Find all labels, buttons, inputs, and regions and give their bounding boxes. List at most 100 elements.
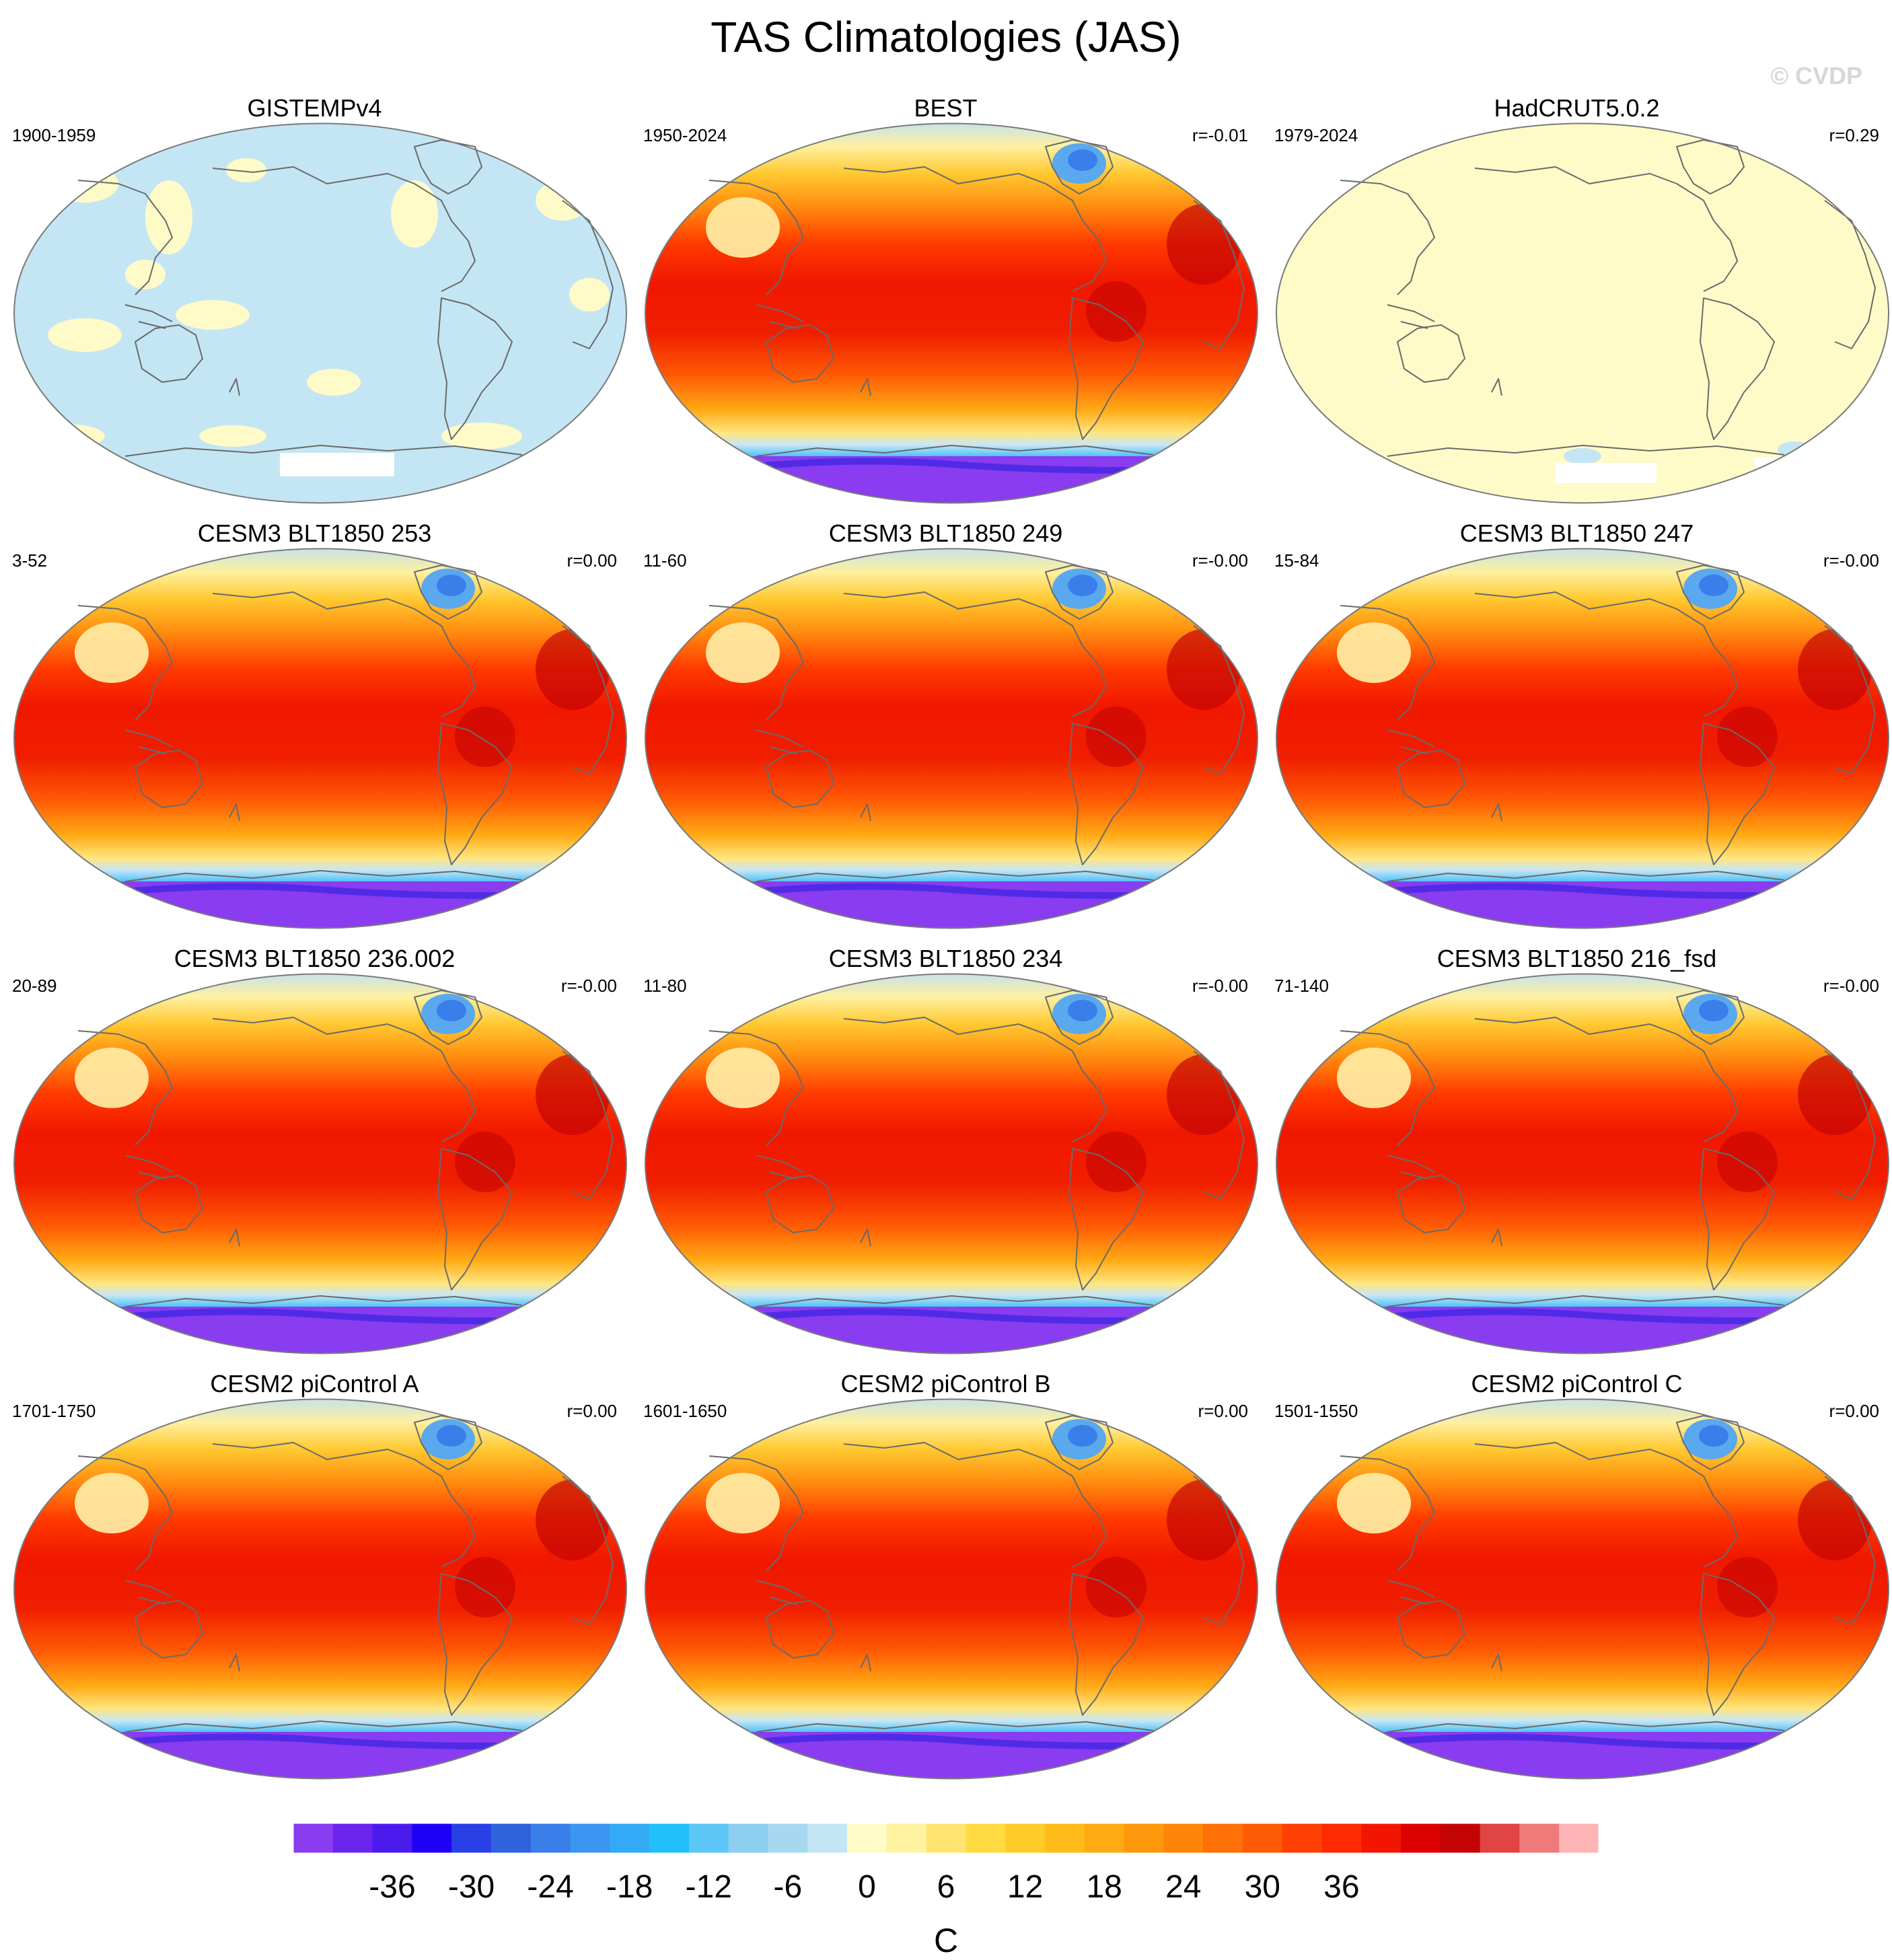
colorbar-bin: [1519, 1823, 1560, 1853]
colorbar-bin: [1163, 1823, 1204, 1853]
robinson-map: [1275, 548, 1890, 929]
colorbar-bin: [1005, 1823, 1046, 1853]
colorbar-bin: [847, 1823, 887, 1853]
colorbar-bin: [570, 1823, 610, 1853]
map-panel: GISTEMPv4 1900-1959: [0, 94, 629, 515]
panel-pattern-correlation: r=0.00: [567, 1401, 617, 1421]
map-panel: CESM3 BLT1850 236.002 20-89 r=-0.00: [0, 945, 629, 1365]
colorbar-bin: [610, 1823, 650, 1853]
colorbar-bin: [293, 1823, 334, 1853]
robinson-map: [13, 548, 628, 929]
panel-title: HadCRUT5.0.2: [1494, 94, 1660, 122]
colorbar-bin: [490, 1823, 532, 1853]
colorbar-tick-label: -18: [606, 1869, 653, 1905]
robinson-map: [644, 548, 1259, 929]
panel-title: CESM3 BLT1850 234: [828, 945, 1063, 972]
colorbar-tick-label: 30: [1245, 1869, 1280, 1905]
colorbar-bin: [1361, 1823, 1402, 1853]
colorbar-bin: [1242, 1823, 1283, 1853]
figure-title: TAS Climatologies (JAS): [711, 13, 1181, 61]
map-panel: CESM3 BLT1850 249 11-60 r=-0.00: [631, 519, 1260, 940]
map-panel-grid: GISTEMPv4 1900-1959 BEST 1950-2024 r=-0.01 Ha…: [0, 94, 1891, 1790]
colorbar-bin: [1559, 1823, 1599, 1853]
colorbar-tick-label: 6: [937, 1869, 955, 1905]
colorbar: -36 -30 -24 -18 -12 -6 0 6 12 18 24 30 36: [293, 1823, 1599, 1905]
colorbar-tick-label: 0: [858, 1869, 876, 1905]
colorbar-bin: [807, 1823, 848, 1853]
panel-pattern-correlation: r=-0.00: [1192, 976, 1248, 996]
panel-title: BEST: [914, 94, 978, 122]
panel-title: CESM3 BLT1850 236.002: [174, 945, 456, 972]
panel-pattern-correlation: r=-0.00: [1823, 976, 1879, 996]
panel-title: CESM2 piControl B: [840, 1370, 1051, 1398]
map-panel: HadCRUT5.0.2 1979-2024 r=0.29: [1262, 94, 1891, 515]
colorbar-bin: [412, 1823, 452, 1853]
colorbar-bin: [728, 1823, 768, 1853]
panel-title: CESM2 piControl C: [1471, 1370, 1683, 1398]
robinson-map: [644, 122, 1259, 504]
colorbar-bin: [451, 1823, 492, 1853]
robinson-map: [644, 973, 1259, 1354]
panel-pattern-correlation: r=-0.00: [1192, 550, 1248, 571]
panel-title: GISTEMPv4: [247, 94, 382, 122]
colorbar-bin: [1401, 1823, 1441, 1853]
colorbar-bin: [1084, 1823, 1125, 1853]
panel-period: 1979-2024: [1274, 125, 1358, 145]
panel-period: 1701-1750: [12, 1401, 96, 1421]
colorbar-tick-label: -36: [369, 1869, 415, 1905]
map-panel: CESM3 BLT1850 247 15-84 r=-0.00: [1262, 519, 1891, 940]
colorbar-bin: [1044, 1823, 1085, 1853]
colorbar-bin: [1203, 1823, 1243, 1853]
colorbar-unit: C: [933, 1922, 959, 1959]
colorbar-bin: [926, 1823, 966, 1853]
panel-pattern-correlation: r=-0.00: [560, 976, 617, 996]
panel-pattern-correlation: r=0.00: [1198, 1401, 1248, 1421]
colorbar-tick-label: -12: [686, 1869, 732, 1905]
panel-title: CESM3 BLT1850 216_fsd: [1436, 945, 1717, 972]
robinson-map: [1275, 1398, 1890, 1780]
panel-period: 11-60: [643, 550, 687, 571]
colorbar-tick-label: -6: [774, 1869, 803, 1905]
colorbar-bin: [530, 1823, 571, 1853]
colorbar-bin: [768, 1823, 808, 1853]
colorbar-bin: [372, 1823, 412, 1853]
panel-period: 3-52: [12, 550, 48, 571]
panel-pattern-correlation: r=-0.01: [1192, 125, 1248, 145]
map-panel: CESM2 piControl C 1501-1550 r=0.00: [1262, 1370, 1891, 1790]
panel-period: 1501-1550: [1274, 1401, 1358, 1421]
colorbar-bin: [649, 1823, 690, 1853]
panel-pattern-correlation: r=0.00: [1829, 1401, 1879, 1421]
colorbar-bin: [1480, 1823, 1520, 1853]
map-panel: CESM2 piControl A 1701-1750 r=0.00: [0, 1370, 629, 1790]
panel-period: 20-89: [12, 976, 57, 996]
colorbar-bin: [1321, 1823, 1362, 1853]
panel-period: 11-80: [643, 976, 687, 996]
panel-title: CESM3 BLT1850 249: [828, 519, 1063, 547]
robinson-map: [1275, 122, 1890, 504]
colorbar-bin: [1282, 1823, 1322, 1853]
map-panel: CESM3 BLT1850 216_fsd 71-140 r=-0.00: [1262, 945, 1891, 1365]
panel-title: CESM3 BLT1850 247: [1459, 519, 1694, 547]
panel-pattern-correlation: r=0.00: [567, 550, 617, 571]
colorbar-tick-label: -30: [448, 1869, 495, 1905]
map-panel: CESM2 piControl B 1601-1650 r=0.00: [631, 1370, 1260, 1790]
colorbar-tick-label: -24: [527, 1869, 573, 1905]
colorbar-tick-label: 36: [1323, 1869, 1359, 1905]
colorbar-tick-label: 18: [1086, 1869, 1122, 1905]
colorbar-bin: [886, 1823, 927, 1853]
panel-period: 1601-1650: [643, 1401, 727, 1421]
panel-period: 15-84: [1274, 550, 1319, 571]
colorbar-tick-label: 24: [1165, 1869, 1201, 1905]
colorbar-bin: [332, 1823, 373, 1853]
map-panel: CESM3 BLT1850 234 11-80 r=-0.00: [631, 945, 1260, 1365]
colorbar-bin: [1440, 1823, 1481, 1853]
robinson-map: [1275, 973, 1890, 1354]
colorbar-tick-label: 12: [1007, 1869, 1043, 1905]
panel-pattern-correlation: r=-0.00: [1823, 550, 1879, 571]
panel-period: 71-140: [1274, 976, 1329, 996]
robinson-map: [644, 1398, 1259, 1780]
panel-title: CESM3 BLT1850 253: [197, 519, 432, 547]
panel-period: 1950-2024: [643, 125, 727, 145]
panel-pattern-correlation: r=0.29: [1829, 125, 1879, 145]
robinson-map: [13, 1398, 628, 1780]
